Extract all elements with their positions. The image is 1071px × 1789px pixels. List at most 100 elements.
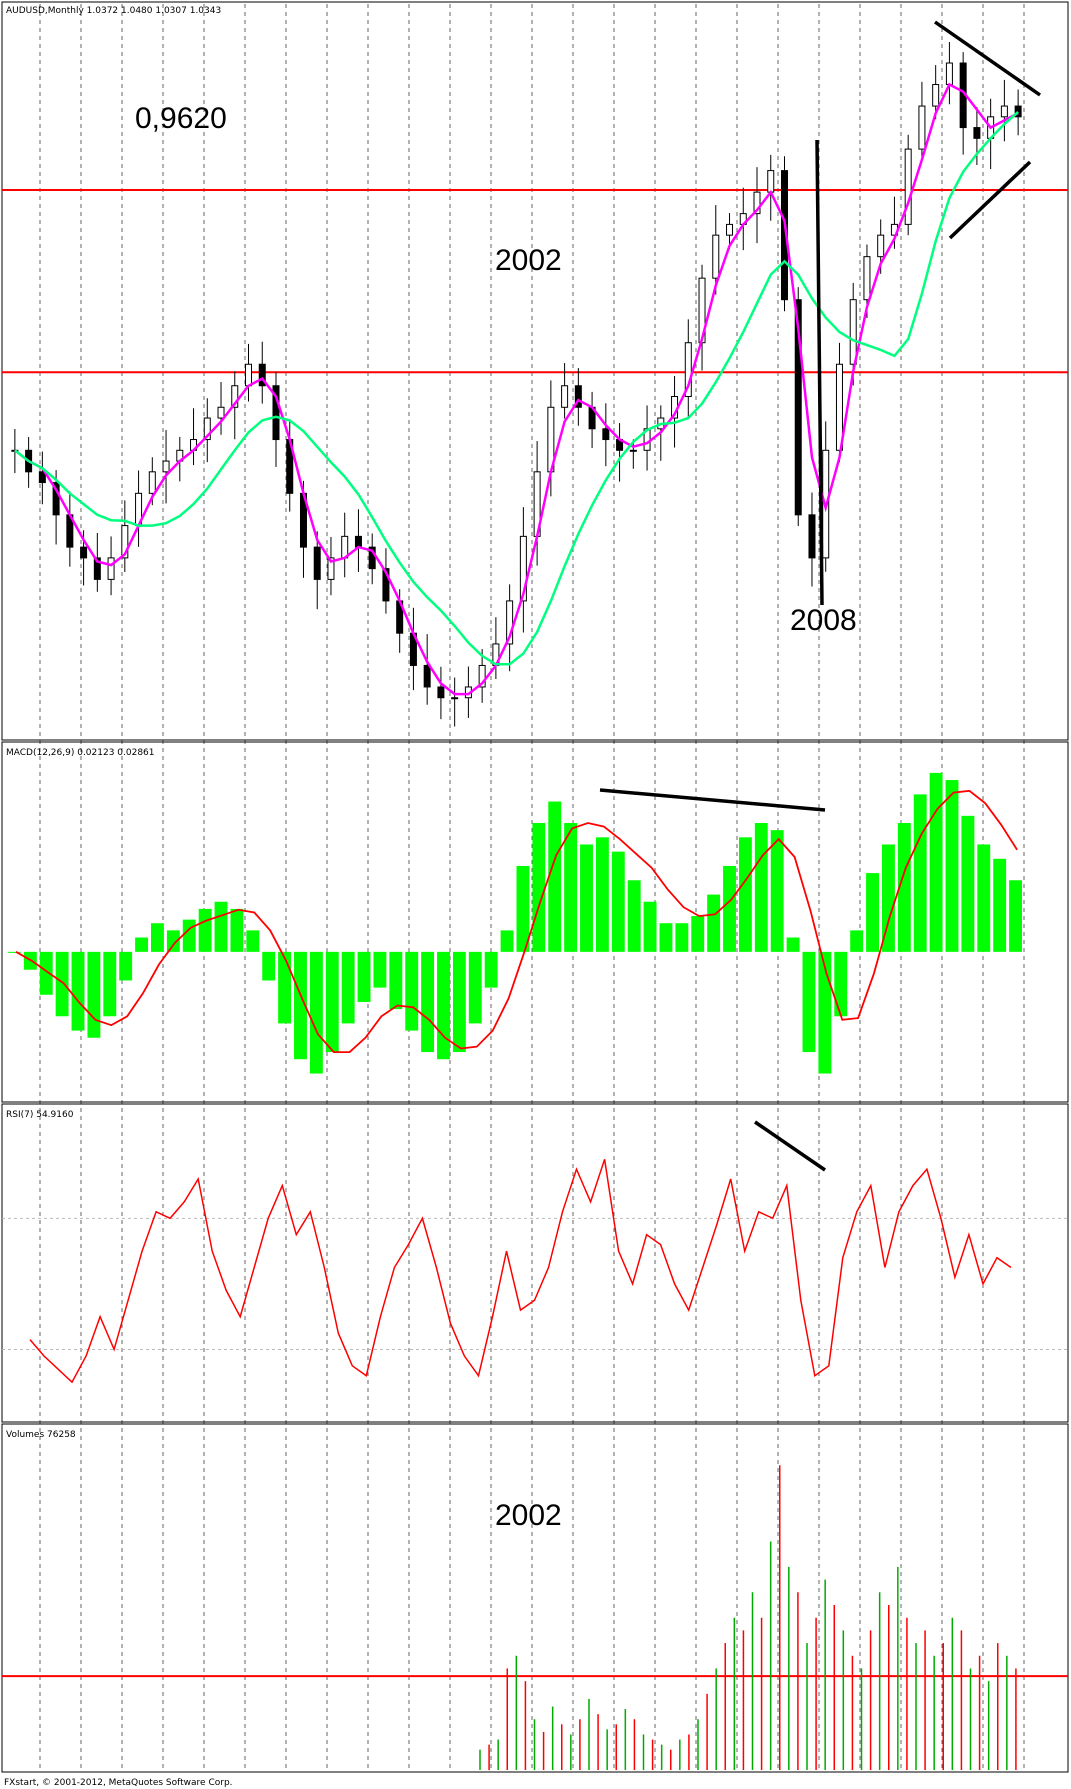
macd-bar	[691, 916, 705, 952]
candle-body	[561, 385, 569, 408]
volume-panel-header: Volumes 76258	[6, 1430, 76, 1440]
macd-bar	[166, 930, 180, 952]
macd-bar	[405, 951, 419, 1031]
candle-body	[1000, 105, 1008, 118]
annotation-volume-year: 2002	[495, 1499, 562, 1532]
macd-bar	[548, 801, 562, 952]
macd-bar	[707, 894, 721, 952]
macd-bar	[151, 923, 164, 952]
macd-bar	[278, 951, 292, 1024]
macd-bar	[55, 951, 69, 1017]
macd-bar	[341, 951, 355, 1024]
macd-histogram	[8, 772, 1022, 1074]
macd-bar	[850, 930, 864, 952]
candle-body	[945, 62, 953, 86]
candle-body	[849, 299, 857, 365]
macd-bar	[421, 951, 435, 1053]
macd-bar	[452, 951, 466, 1053]
candle-body	[341, 535, 349, 559]
macd-bar	[834, 951, 848, 1017]
copyright-footer: FXstart, © 2001-2012, MetaQuotes Softwar…	[4, 1778, 233, 1788]
candle-body	[231, 385, 239, 408]
macd-panel-header: MACD(12,26,9) 0.02123 0.02861	[6, 748, 155, 758]
macd-bar	[246, 930, 260, 952]
candle-body	[877, 234, 885, 258]
macd-bar	[87, 951, 101, 1038]
macd-bar	[214, 901, 228, 952]
macd-bar	[39, 951, 53, 995]
macd-bar	[611, 851, 625, 952]
candle-body	[93, 557, 101, 580]
macd-bar	[71, 951, 85, 1031]
trendline	[599, 788, 826, 812]
macd-bar	[723, 865, 736, 952]
macd-bar	[595, 837, 609, 952]
macd-signal-line	[15, 789, 1018, 1053]
macd-bar	[643, 901, 657, 952]
macd-bar	[230, 908, 244, 952]
volume-panel-frame	[1, 1423, 1069, 1773]
candle-body	[121, 525, 129, 559]
macd-bar	[945, 780, 959, 952]
candle-body	[808, 514, 816, 559]
candle-body	[107, 557, 115, 580]
macd-bar	[8, 951, 21, 953]
candle-body	[327, 557, 335, 580]
candle-body	[313, 546, 321, 580]
macd-bar	[119, 951, 133, 981]
candle-body	[506, 600, 514, 645]
candle-body	[52, 482, 60, 516]
macd-bar	[1009, 880, 1022, 952]
candle-body	[767, 170, 775, 193]
macd-bar	[468, 951, 482, 1024]
candle-body	[918, 105, 926, 150]
macd-bar	[325, 951, 339, 1053]
price-candles	[2, 41, 1068, 727]
candle-body	[423, 664, 431, 688]
candle-body	[726, 223, 734, 236]
rsi-panel-header: RSI(7) 54.9160	[6, 1110, 74, 1120]
candle-body	[382, 568, 390, 602]
candle-body	[602, 428, 610, 441]
ma-slow-line	[14, 111, 1019, 666]
candle-body	[794, 299, 802, 516]
macd-bar	[627, 880, 641, 952]
annotation-year-2008: 2008	[790, 604, 857, 637]
macd-bar	[897, 823, 911, 952]
macd-bar	[659, 923, 673, 952]
macd-bar	[373, 951, 387, 988]
macd-bar	[961, 815, 975, 952]
candle-body	[684, 342, 692, 398]
macd-bar	[262, 951, 276, 981]
macd-bar	[389, 951, 403, 1010]
trendline	[815, 139, 824, 606]
macd-bar	[993, 858, 1007, 952]
price-panel-header: AUDUSD,Monthly 1.0372 1.0480 1.0307 1.03…	[6, 6, 221, 16]
candle-body	[80, 546, 88, 559]
trendline	[934, 20, 1041, 97]
macd-bar	[977, 844, 991, 952]
candle-body	[368, 546, 376, 570]
macd-bar	[484, 951, 498, 988]
macd-bar	[564, 823, 578, 952]
candle-body	[437, 686, 445, 699]
candle-body	[712, 234, 720, 279]
candle-body	[1014, 105, 1022, 118]
trendline	[754, 1120, 826, 1172]
macd-bar	[881, 844, 895, 952]
macd-bar	[294, 951, 307, 1060]
macd-bar	[866, 873, 879, 952]
macd-bar	[135, 937, 149, 952]
candle-body	[148, 471, 156, 494]
macd-bar	[738, 837, 752, 952]
candle-body	[354, 535, 362, 548]
candle-body	[217, 406, 225, 419]
rsi-plot	[2, 1159, 1068, 1384]
candle-body	[451, 697, 459, 700]
candle-body	[904, 148, 912, 225]
candle-body	[629, 449, 637, 452]
macd-bar	[516, 865, 530, 952]
candle-body	[478, 664, 486, 688]
candle-body	[38, 471, 46, 484]
trendlines	[599, 20, 1041, 1172]
